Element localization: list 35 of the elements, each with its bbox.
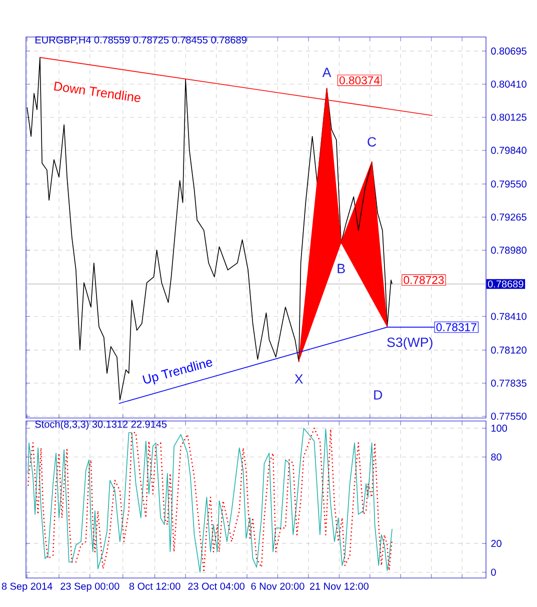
annotation: 0.80374 [339, 76, 380, 84]
annotation: Down Trendline [54, 82, 140, 102]
annotation: A [322, 68, 332, 77]
y-tick-label: 0.77835 [491, 380, 526, 387]
annotation: C [368, 137, 376, 147]
y-tick-label: 0.79265 [491, 214, 526, 221]
y-tick-label: 0.80410 [491, 80, 526, 88]
y-tick-label: 0.80125 [491, 114, 526, 121]
y-tick-label: 80 [491, 453, 502, 461]
y-tick-label: 0.78410 [491, 312, 526, 320]
y-tick-label: 0.79840 [491, 146, 526, 154]
chart-title: EURGBP,H4 0.78559 0.78725 0.78455 0.78689 [36, 36, 246, 45]
annotation: 0.78723 [404, 276, 444, 284]
annotation: S3(WP) [387, 337, 432, 350]
annotation: 0.78317 [436, 323, 476, 332]
x-tick-label: 8 Oct 12:00 [129, 582, 180, 590]
y-tick-label: 0.80695 [491, 48, 526, 55]
annotation: X [294, 374, 304, 384]
y-tick-label: 20 [491, 540, 502, 547]
y-tick-label: 0.77550 [491, 412, 526, 420]
y-tick-label: 0 [491, 568, 496, 576]
x-tick-label: 6 Nov 20:00 [251, 582, 304, 590]
y-tick-label: 100 [491, 424, 507, 432]
x-tick-label: 21 Nov 12:00 [310, 582, 369, 590]
x-tick-label: 8 Sep 2014 [2, 582, 52, 592]
x-tick-label: 23 Oct 04:00 [188, 582, 245, 590]
annotation: D [374, 390, 382, 400]
chart-title: Stoch(8,3,3) 30.1312 22.9145 [35, 420, 167, 430]
annotation: B [338, 264, 345, 274]
ref-line-label: 0.78689 [488, 280, 524, 288]
y-tick-label: 0.78120 [491, 346, 526, 354]
y-tick-label: 0.78980 [491, 246, 526, 254]
x-tick-label: 23 Sep 00:00 [60, 582, 120, 592]
y-tick-label: 0.79550 [491, 180, 526, 188]
annotation: Up Trendline [142, 360, 212, 384]
